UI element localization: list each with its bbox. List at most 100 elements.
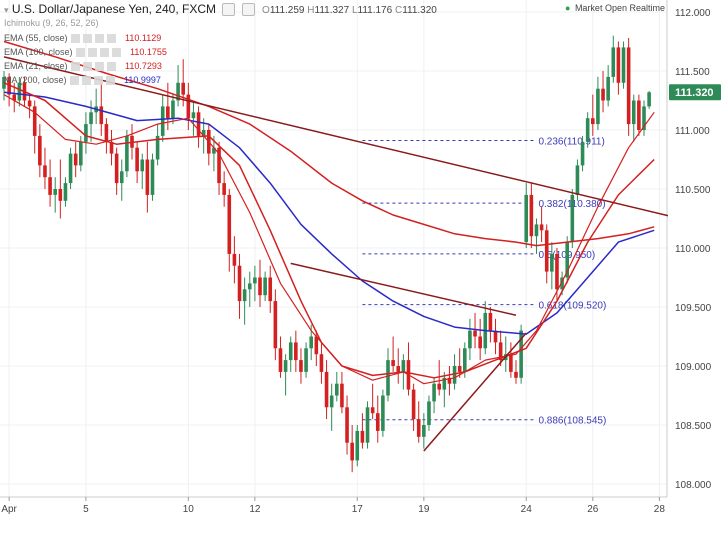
- price-tick-label: 112.000: [675, 8, 711, 19]
- candle-body: [324, 371, 329, 408]
- indicator-buttons-icon: [69, 76, 118, 86]
- candle-body: [242, 289, 247, 302]
- indicator-ma-200[interactable]: MA (200, close) 110.9997: [4, 75, 161, 86]
- indicator-label: EMA (21, close): [4, 61, 68, 71]
- candle-body: [606, 76, 610, 101]
- candle-body: [104, 124, 109, 142]
- candle-body: [647, 92, 651, 107]
- candle-body: [201, 130, 206, 136]
- candle-body: [196, 112, 201, 136]
- candle-body: [375, 413, 380, 431]
- time-tick-label: 12: [249, 504, 261, 515]
- indicator-label: MA (200, close): [4, 75, 67, 85]
- time-tick-label: Apr: [1, 504, 17, 515]
- candle-body: [48, 177, 52, 195]
- settings-icon[interactable]: [222, 3, 236, 17]
- ma-line: [3, 40, 655, 247]
- candle-body: [53, 189, 57, 195]
- candle-body: [560, 277, 564, 290]
- status-dot-icon: ●: [564, 3, 571, 13]
- last-price-badge: 111.320: [669, 84, 721, 101]
- chart-header: ▾ U.S. Dollar/Japanese Yen, 240, FXCM O1…: [4, 2, 437, 17]
- last-price-value: 111.320: [675, 87, 714, 99]
- candle-body: [237, 265, 242, 302]
- candle-body: [580, 141, 585, 166]
- candle-body: [217, 147, 221, 184]
- candle-body: [437, 383, 441, 390]
- candle-body: [309, 336, 313, 349]
- indicator-buttons-icon: [75, 48, 124, 58]
- fib-level-label: 0.886(108.545): [538, 416, 606, 427]
- fibonacci-retracement: 0.236(110.911)0.382(110.380)0.5(109.950)…: [362, 137, 606, 427]
- price-tick-label: 109.000: [675, 362, 712, 373]
- candle-body: [488, 312, 493, 331]
- candle-body: [319, 354, 324, 372]
- candle-body: [509, 354, 513, 372]
- candle-body: [493, 330, 498, 343]
- close-icon[interactable]: [241, 3, 255, 17]
- candle-body: [32, 106, 37, 136]
- candle-body: [478, 336, 482, 349]
- candle-body: [585, 118, 590, 142]
- candle-body: [186, 94, 191, 119]
- indicator-ema-21[interactable]: EMA (21, close) 110.7293: [4, 61, 162, 72]
- candle-body: [145, 159, 150, 195]
- candle-body: [370, 407, 375, 414]
- price-tick-label: 109.500: [675, 303, 712, 314]
- candle-body: [247, 283, 252, 290]
- candle-body: [575, 165, 580, 195]
- price-axis: 108.000 108.500 109.000 109.500 110.000 110.5…: [668, 0, 725, 543]
- candle-body: [340, 383, 344, 408]
- fib-level-label: 0.618(109.520): [538, 301, 606, 312]
- candle-body: [457, 366, 462, 372]
- candle-body: [27, 100, 32, 107]
- candle-body: [181, 82, 185, 95]
- price-tick-label: 111.500: [675, 67, 710, 78]
- indicator-label: EMA (100, close): [4, 47, 73, 57]
- fib-level-label: 0.236(110.911): [538, 137, 604, 148]
- trendline: [423, 332, 527, 452]
- time-tick-label: 24: [521, 504, 533, 515]
- symbol-title[interactable]: U.S. Dollar/Japanese Yen, 240, FXCM: [11, 2, 216, 16]
- candle-body: [642, 106, 646, 130]
- candle-body: [58, 189, 63, 201]
- candle-body: [616, 47, 621, 83]
- price-tick-label: 108.000: [675, 480, 712, 491]
- price-tick-label: 110.500: [675, 185, 711, 196]
- candle-body: [84, 124, 88, 142]
- candle-body: [150, 159, 155, 195]
- indicator-ema-55[interactable]: EMA (55, close) 110.1129: [4, 33, 162, 44]
- candle-body: [422, 425, 426, 437]
- candle-body: [432, 383, 436, 402]
- candle-body: [601, 88, 605, 101]
- candle-body: [304, 348, 308, 372]
- realtime-text: Realtime: [629, 3, 665, 13]
- candlestick-series: [2, 35, 651, 473]
- candle-body: [570, 194, 575, 243]
- indicator-ichimoku[interactable]: Ichimoku (9, 26, 52, 26): [4, 18, 99, 28]
- open-value: 111.259: [269, 5, 305, 16]
- time-tick-label: 26: [587, 504, 599, 515]
- candle-body: [452, 366, 457, 384]
- candle-body: [263, 277, 267, 296]
- candle-body: [232, 253, 237, 266]
- candle-body: [381, 395, 385, 431]
- candle-body: [514, 371, 518, 378]
- indicator-value: 110.1129: [125, 33, 162, 43]
- candle-body: [222, 183, 226, 195]
- candle-body: [171, 100, 175, 119]
- candle-body: [401, 360, 406, 372]
- time-tick-label: 19: [418, 504, 430, 515]
- candle-body: [191, 112, 196, 119]
- candle-body: [411, 389, 416, 420]
- candle-body: [350, 442, 354, 461]
- indicator-value: 110.1755: [130, 47, 167, 57]
- price-tick-label: 111.000: [675, 126, 710, 137]
- candle-body: [473, 330, 477, 337]
- candle-body: [519, 330, 523, 378]
- candle-body: [416, 419, 421, 437]
- candle-body: [555, 253, 559, 290]
- collapse-icon[interactable]: ▾: [4, 5, 9, 15]
- indicator-ema-100[interactable]: EMA (100, close) 110.1755: [4, 47, 167, 58]
